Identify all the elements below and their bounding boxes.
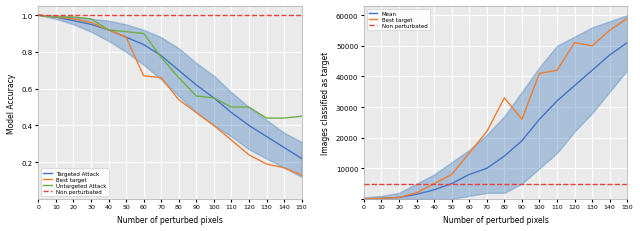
- Non perturbated: [36, 15, 44, 18]
- Mean: [430, 188, 438, 191]
- Y-axis label: Model Accuracy: Model Accuracy: [7, 73, 16, 133]
- Best target: [35, 15, 42, 18]
- Best target: [52, 16, 60, 19]
- Untargeted Attack: [210, 97, 218, 100]
- Targeted Attack: [210, 97, 218, 100]
- Untargeted Attack: [157, 57, 165, 60]
- Mean: [483, 167, 491, 170]
- Mean: [395, 196, 403, 199]
- Mean: [500, 155, 508, 158]
- Best target: [536, 73, 543, 75]
- Mean: [465, 173, 473, 176]
- Best target: [193, 112, 200, 114]
- Targeted Attack: [122, 37, 130, 40]
- Untargeted Attack: [245, 106, 253, 109]
- Targeted Attack: [193, 84, 200, 87]
- Mean: [360, 198, 368, 201]
- Best target: [140, 75, 147, 78]
- Best target: [500, 97, 508, 100]
- Targeted Attack: [87, 24, 95, 27]
- Untargeted Attack: [262, 117, 270, 120]
- Line: Targeted Attack: Targeted Attack: [38, 16, 301, 159]
- Mean: [606, 54, 614, 57]
- Best target: [87, 22, 95, 25]
- Y-axis label: Images classified as target: Images classified as target: [321, 52, 330, 154]
- Line: Mean: Mean: [364, 43, 627, 199]
- Best target: [483, 131, 491, 133]
- Line: Best target: Best target: [38, 16, 301, 175]
- Mean: [378, 197, 385, 200]
- Best target: [105, 29, 113, 32]
- Untargeted Attack: [140, 33, 147, 36]
- Untargeted Attack: [228, 106, 236, 109]
- Best target: [175, 99, 182, 102]
- Targeted Attack: [140, 44, 147, 47]
- Mean: [536, 119, 543, 121]
- Targeted Attack: [262, 135, 270, 138]
- Targeted Attack: [175, 70, 182, 72]
- Targeted Attack: [70, 20, 77, 23]
- Best target: [298, 174, 305, 177]
- Best target: [228, 139, 236, 142]
- Untargeted Attack: [70, 16, 77, 19]
- Targeted Attack: [280, 146, 288, 149]
- Best target: [395, 196, 403, 199]
- X-axis label: Number of perturbed pixels: Number of perturbed pixels: [117, 215, 223, 224]
- Untargeted Attack: [298, 115, 305, 118]
- Mean: [518, 140, 525, 143]
- Mean: [448, 182, 456, 185]
- Non perturbated: [35, 15, 42, 18]
- Best target: [262, 163, 270, 166]
- Untargeted Attack: [35, 15, 42, 18]
- Untargeted Attack: [193, 95, 200, 98]
- Best target: [360, 198, 368, 201]
- Targeted Attack: [245, 125, 253, 127]
- Best target: [623, 18, 631, 21]
- Line: Best target: Best target: [364, 19, 627, 199]
- Best target: [280, 167, 288, 169]
- Best target: [413, 191, 420, 194]
- Untargeted Attack: [105, 29, 113, 32]
- Best target: [430, 182, 438, 185]
- Mean: [413, 193, 420, 196]
- Line: Untargeted Attack: Untargeted Attack: [38, 16, 301, 119]
- Targeted Attack: [52, 16, 60, 19]
- Mean: [571, 85, 579, 88]
- Best target: [571, 42, 579, 45]
- Targeted Attack: [35, 15, 42, 18]
- Best target: [588, 45, 596, 48]
- Targeted Attack: [298, 158, 305, 160]
- Untargeted Attack: [122, 31, 130, 34]
- Best target: [210, 125, 218, 127]
- Best target: [378, 197, 385, 200]
- Targeted Attack: [157, 55, 165, 58]
- Untargeted Attack: [52, 16, 60, 19]
- Legend: Targeted Attack, Best target, Untargeted Attack, Non perturbated: Targeted Attack, Best target, Untargeted…: [41, 169, 109, 196]
- Untargeted Attack: [280, 117, 288, 120]
- Best target: [518, 119, 525, 121]
- Best target: [465, 152, 473, 155]
- Targeted Attack: [105, 29, 113, 32]
- Targeted Attack: [228, 112, 236, 114]
- Mean: [623, 42, 631, 45]
- Legend: Mean, Best target, Non perturbated: Mean, Best target, Non perturbated: [367, 10, 429, 31]
- Mean: [553, 100, 561, 103]
- Best target: [157, 77, 165, 80]
- Best target: [553, 70, 561, 72]
- Best target: [448, 173, 456, 176]
- Mean: [588, 70, 596, 72]
- Untargeted Attack: [87, 18, 95, 21]
- Untargeted Attack: [175, 77, 182, 80]
- Best target: [245, 154, 253, 157]
- Non perturbated: [362, 182, 369, 185]
- Best target: [70, 18, 77, 21]
- Best target: [122, 37, 130, 40]
- Best target: [606, 30, 614, 33]
- X-axis label: Number of perturbed pixels: Number of perturbed pixels: [443, 215, 548, 224]
- Non perturbated: [360, 182, 368, 185]
